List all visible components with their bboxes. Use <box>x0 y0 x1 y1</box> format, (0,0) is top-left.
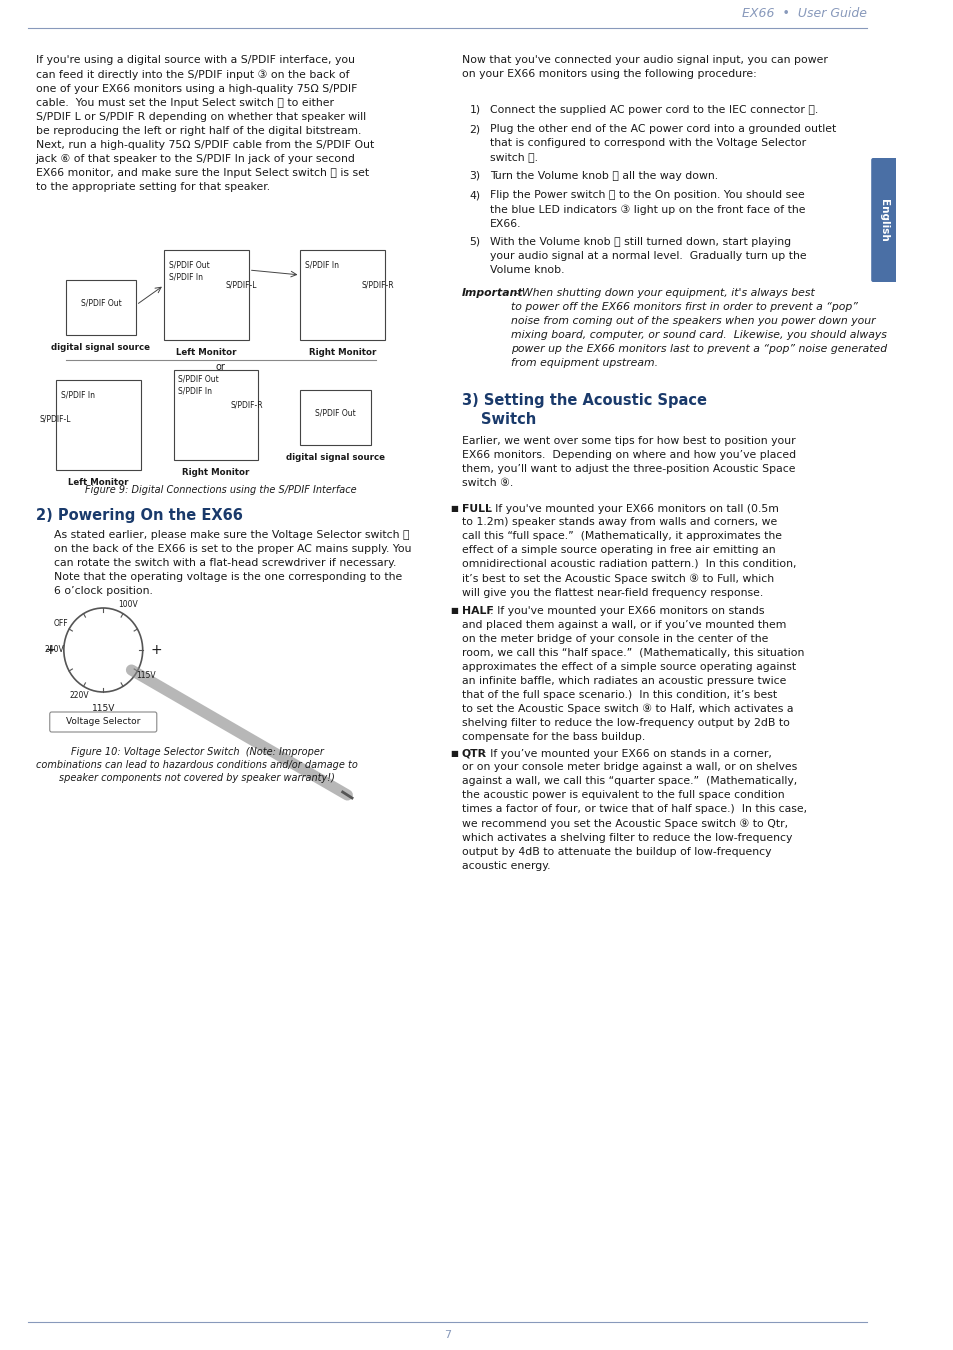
Text: or on your console meter bridge against a wall, or on shelves
against a wall, we: or on your console meter bridge against … <box>461 763 806 871</box>
Text: Voltage Selector: Voltage Selector <box>66 717 140 726</box>
FancyBboxPatch shape <box>870 158 897 282</box>
Text: 5): 5) <box>469 238 480 247</box>
Text: Right Monitor: Right Monitor <box>309 348 376 356</box>
Text: With the Volume knob ⑱ still turned down, start playing
your audio signal at a n: With the Volume knob ⑱ still turned down… <box>490 238 806 275</box>
Text: S/PDIF Out: S/PDIF Out <box>80 298 121 306</box>
Text: Turn the Volume knob ⑱ all the way down.: Turn the Volume knob ⑱ all the way down. <box>490 171 718 181</box>
Text: S/PDIF Out: S/PDIF Out <box>178 375 219 383</box>
Text: FULL: FULL <box>461 504 491 513</box>
Text: S/PDIF Out: S/PDIF Out <box>169 261 210 269</box>
Text: 3): 3) <box>469 171 480 181</box>
Text: S/PDIF In: S/PDIF In <box>178 387 213 396</box>
Text: ■: ■ <box>450 749 458 757</box>
Text: Now that you've connected your audio signal input, you can power
on your EX66 mo: Now that you've connected your audio sig… <box>461 55 827 80</box>
Text: 2): 2) <box>469 124 480 135</box>
Text: 3) Setting the Acoustic Space: 3) Setting the Acoustic Space <box>461 393 706 409</box>
Text: +: + <box>45 643 56 657</box>
Text: As stated earlier, please make sure the Voltage Selector switch ⑰
on the back of: As stated earlier, please make sure the … <box>54 531 412 595</box>
Text: S/PDIF-R: S/PDIF-R <box>361 279 394 289</box>
Text: 100V: 100V <box>117 601 137 609</box>
Text: Figure 9: Digital Connections using the S/PDIF Interface: Figure 9: Digital Connections using the … <box>85 485 356 495</box>
Text: : If you've mounted your EX66 monitors on stands: : If you've mounted your EX66 monitors o… <box>490 606 763 616</box>
Text: +: + <box>150 643 161 657</box>
Text: 115V: 115V <box>135 671 155 680</box>
Text: Left Monitor: Left Monitor <box>69 478 129 487</box>
FancyBboxPatch shape <box>56 379 141 470</box>
Text: 220V: 220V <box>69 691 89 699</box>
Text: ■: ■ <box>450 606 458 616</box>
FancyBboxPatch shape <box>300 250 384 340</box>
Text: 1): 1) <box>469 105 480 115</box>
Text: digital signal source: digital signal source <box>51 343 151 352</box>
Text: Figure 10: Voltage Selector Switch  (Note: Improper
combinations can lead to haz: Figure 10: Voltage Selector Switch (Note… <box>36 747 357 783</box>
Text: 2) Powering On the EX66: 2) Powering On the EX66 <box>35 508 242 522</box>
Text: 7: 7 <box>444 1330 451 1341</box>
Text: HALF: HALF <box>461 606 493 616</box>
Text: S/PDIF In: S/PDIF In <box>169 271 203 281</box>
Text: OFF: OFF <box>53 620 69 629</box>
FancyBboxPatch shape <box>50 711 156 732</box>
Text: : If you've mounted your EX66 monitors on tall (0.5m: : If you've mounted your EX66 monitors o… <box>488 504 779 513</box>
Text: Connect the supplied AC power cord to the IEC connector ⑭.: Connect the supplied AC power cord to th… <box>490 105 818 115</box>
Text: Left Monitor: Left Monitor <box>176 348 236 356</box>
Text: to 1.2m) speaker stands away from walls and corners, we
call this “full space.” : to 1.2m) speaker stands away from walls … <box>461 517 796 598</box>
Text: 4): 4) <box>469 190 480 201</box>
FancyBboxPatch shape <box>173 370 258 460</box>
Text: Switch: Switch <box>480 412 536 427</box>
Text: 115V: 115V <box>91 703 114 713</box>
Text: S/PDIF In: S/PDIF In <box>305 261 338 269</box>
Text: S/PDIF-L: S/PDIF-L <box>225 279 256 289</box>
Text: Earlier, we went over some tips for how best to position your
EX66 monitors.  De: Earlier, we went over some tips for how … <box>461 436 795 487</box>
Text: or: or <box>215 362 225 373</box>
Text: 240V: 240V <box>45 645 64 655</box>
FancyBboxPatch shape <box>300 390 371 446</box>
Text: EX66  •  User Guide: EX66 • User Guide <box>741 7 866 20</box>
Text: Important: Important <box>461 289 523 298</box>
Text: digital signal source: digital signal source <box>286 454 385 462</box>
Text: S/PDIF-R: S/PDIF-R <box>230 400 262 409</box>
FancyBboxPatch shape <box>164 250 249 340</box>
Text: S/PDIF Out: S/PDIF Out <box>314 408 355 417</box>
Text: - When shutting down your equipment, it's always best
to power off the EX66 moni: - When shutting down your equipment, it'… <box>510 289 886 369</box>
FancyBboxPatch shape <box>66 279 136 335</box>
Text: Plug the other end of the AC power cord into a grounded outlet
that is configure: Plug the other end of the AC power cord … <box>490 124 836 162</box>
Text: ■: ■ <box>450 504 458 513</box>
Text: S/PDIF In: S/PDIF In <box>61 390 95 400</box>
Text: : If you’ve mounted your EX66 on stands in a corner,: : If you’ve mounted your EX66 on stands … <box>483 749 772 759</box>
Text: Right Monitor: Right Monitor <box>182 468 250 477</box>
Text: QTR: QTR <box>461 749 486 759</box>
Text: If you're using a digital source with a S/PDIF interface, you
can feed it direct: If you're using a digital source with a … <box>35 55 374 192</box>
Text: English: English <box>879 198 888 242</box>
Text: and placed them against a wall, or if you’ve mounted them
on the meter bridge of: and placed them against a wall, or if yo… <box>461 620 803 742</box>
Text: S/PDIF-L: S/PDIF-L <box>39 414 71 424</box>
Text: Flip the Power switch ⑯ to the On position. You should see
the blue LED indicato: Flip the Power switch ⑯ to the On positi… <box>490 190 804 230</box>
